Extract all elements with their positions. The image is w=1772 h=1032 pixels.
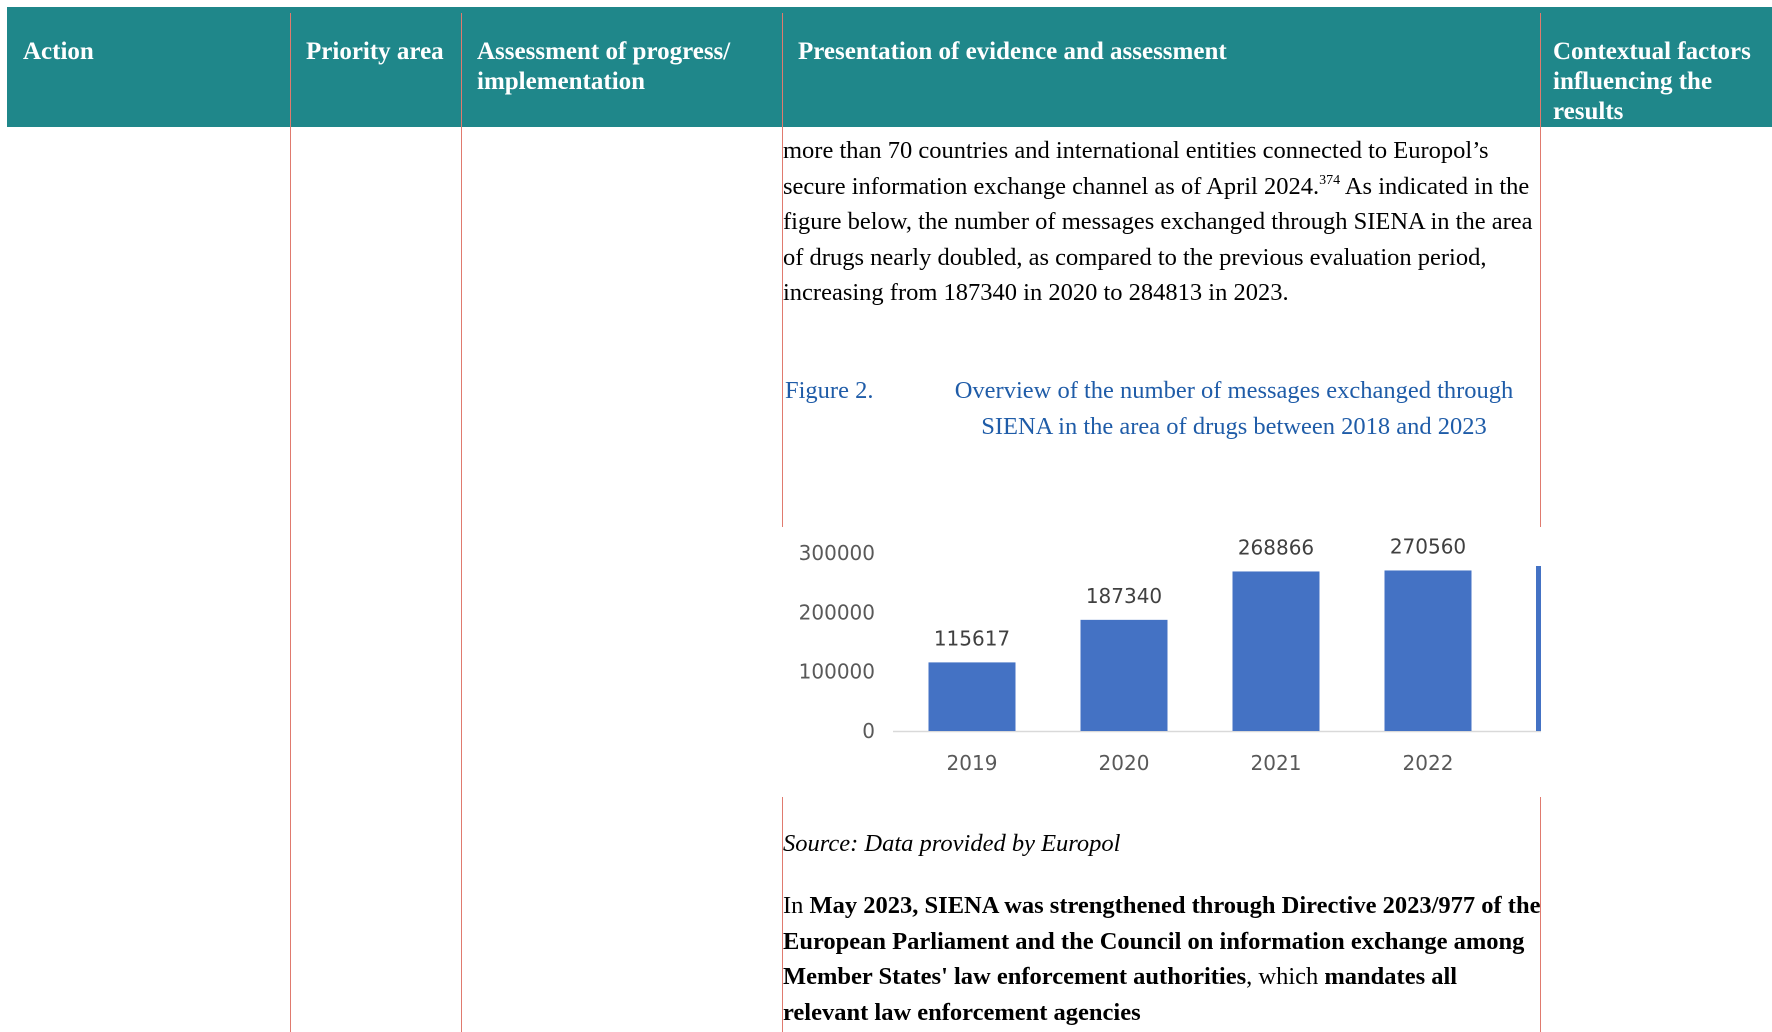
column-divider — [782, 797, 783, 1032]
bar-data-label: 268866 — [1238, 535, 1314, 559]
paragraph-bold-text: mandates all relevant law enforcement ag… — [783, 963, 1458, 1026]
footnote-ref[interactable]: 374 — [1319, 172, 1341, 188]
bar-clipped — [1536, 566, 1542, 731]
bar-data-label: 115617 — [934, 626, 1010, 650]
y-tick-label: 0 — [862, 719, 875, 743]
bar — [928, 662, 1016, 731]
column-divider — [290, 13, 291, 1032]
header-priority-area: Priority area — [306, 38, 444, 65]
figure-label: Figure 2. — [785, 377, 874, 404]
column-divider — [1540, 13, 1541, 527]
x-tick-label: 2022 — [1403, 751, 1454, 775]
paragraph-bold-text: May 2023, SIENA was strengthened through… — [783, 892, 1541, 990]
bar-data-label: 270560 — [1390, 534, 1466, 558]
bar — [1384, 570, 1472, 731]
y-tick-label: 300000 — [799, 541, 875, 565]
bar-chart: 0 100000 200000 300000 115617 2019 187340 2020 2… — [783, 527, 1542, 797]
paragraph-text: As indicated in the figure below, the nu… — [783, 172, 1533, 307]
x-tick-label: 2019 — [947, 751, 998, 775]
bar-chart-svg: 0 100000 200000 300000 115617 2019 187340 2020 2… — [799, 534, 1542, 775]
evidence-paragraph: more than 70 countries and international… — [783, 133, 1543, 311]
column-divider — [461, 13, 462, 1032]
table-header: Action Priority area Assessment of progr… — [7, 7, 1772, 127]
header-action: Action — [23, 38, 94, 65]
x-tick-label: 2020 — [1099, 751, 1150, 775]
figure-source: Source: Data provided by Europol — [783, 830, 1121, 857]
paragraph-text: , which — [1246, 963, 1325, 990]
column-divider — [1540, 797, 1541, 1032]
bar — [1232, 571, 1320, 731]
paragraph-text: more than 70 countries and international… — [783, 137, 1489, 200]
bar — [1080, 619, 1168, 731]
figure-title: Overview of the number of messages excha… — [954, 377, 1514, 440]
header-evidence: Presentation of evidence and assessment — [798, 38, 1227, 65]
column-divider — [782, 13, 783, 527]
y-tick-label: 100000 — [799, 660, 875, 684]
paragraph-text: In — [783, 892, 810, 919]
bar-data-label: 187340 — [1086, 584, 1162, 608]
header-assessment: Assessment of progress/ implementation — [477, 38, 731, 95]
header-contextual-factors: Contextual factors influencing the resul… — [1553, 38, 1751, 125]
x-tick-label: 2021 — [1251, 751, 1302, 775]
y-tick-label: 200000 — [799, 600, 875, 624]
evidence-paragraph-2: In May 2023, SIENA was strengthened thro… — [783, 888, 1543, 1030]
